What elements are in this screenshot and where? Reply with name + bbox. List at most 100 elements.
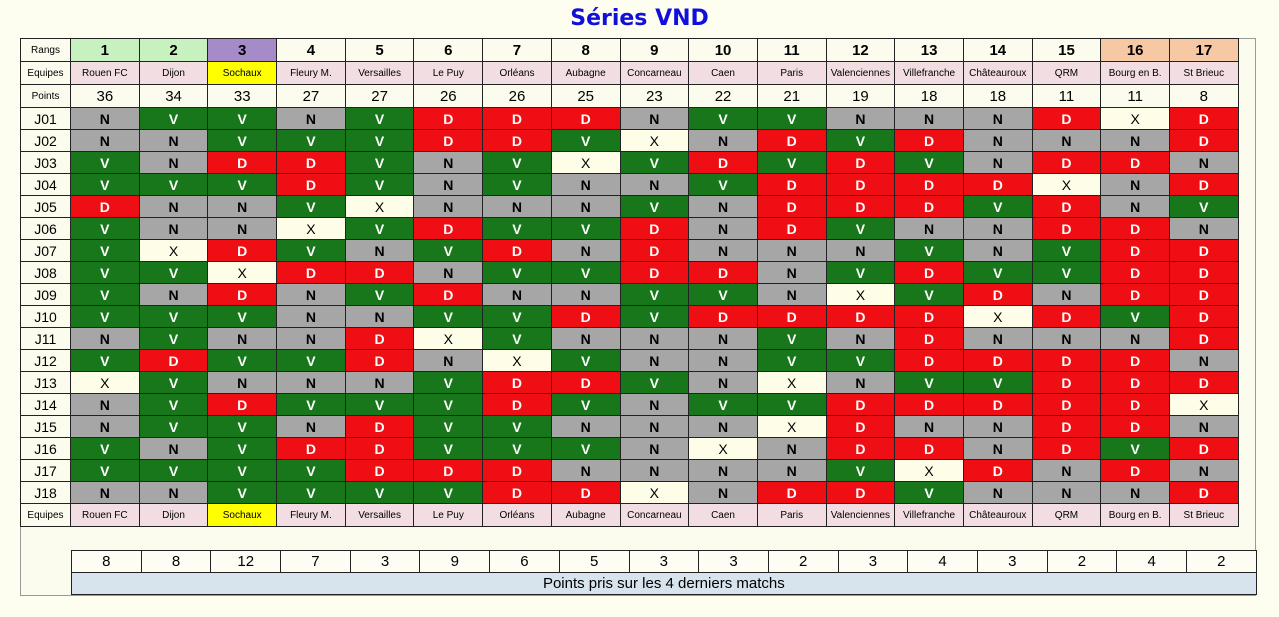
recent-points-cell: 3	[837, 550, 909, 573]
matchday-row: J04 V V V D V N V N N V D D D D X N D	[20, 173, 1239, 196]
team-name-cell: Caen	[688, 61, 758, 85]
result-cell: D	[825, 173, 896, 196]
result-cell: N	[482, 283, 552, 306]
result-cell: V	[482, 305, 552, 328]
result-cell: D	[482, 459, 552, 482]
result-cell: X	[482, 349, 552, 372]
matchday-row: J12 V D V V D N X V N N V V D D D D N	[20, 349, 1239, 372]
result-cell: V	[344, 217, 415, 240]
result-cell: D	[138, 349, 209, 372]
result-cell: V	[138, 415, 209, 438]
result-cell: D	[825, 437, 896, 460]
rank-cell: 3	[207, 38, 278, 62]
recent-points-row: 8 8 12 7 3 9 6 5 3 3 2 3 4 3 2 4 2	[71, 550, 1257, 573]
teams-label: Equipes	[20, 503, 71, 527]
result-cell: N	[619, 437, 690, 460]
result-cell: N	[756, 459, 827, 482]
result-cell: N	[1031, 327, 1102, 350]
result-cell: V	[482, 151, 552, 174]
result-cell: N	[688, 481, 758, 504]
result-cell: D	[482, 393, 552, 416]
result-cell: D	[1031, 393, 1102, 416]
result-cell: N	[756, 239, 827, 262]
result-cell: N	[70, 415, 140, 438]
matchday-row: J03 V N D D V N V X V D V D V N D D N	[20, 151, 1239, 174]
result-cell: N	[276, 327, 346, 350]
recent-points-cell: 2	[1186, 550, 1257, 573]
result-cell: N	[619, 327, 690, 350]
team-name-cell: Orléans	[482, 61, 552, 85]
recent-points-cell: 2	[1046, 550, 1118, 573]
matchday-row: J15 N V V N D V V N N N X D N N D D N	[20, 415, 1239, 438]
result-cell: D	[688, 305, 758, 328]
result-cell: V	[138, 327, 209, 350]
result-cell: D	[482, 481, 552, 504]
result-cell: N	[413, 261, 484, 284]
matchday-label: J17	[20, 459, 71, 482]
points-cell: 21	[756, 84, 827, 108]
result-cell: D	[550, 371, 621, 394]
result-cell: V	[550, 437, 621, 460]
result-cell: D	[894, 305, 964, 328]
points-cell: 11	[1100, 84, 1170, 108]
rank-cell: 7	[482, 38, 552, 62]
result-cell: V	[138, 173, 209, 196]
result-cell: V	[344, 283, 415, 306]
result-cell: D	[894, 393, 964, 416]
result-cell: D	[1031, 217, 1102, 240]
result-cell: V	[894, 283, 964, 306]
result-cell: N	[1031, 481, 1102, 504]
result-cell: V	[138, 107, 209, 130]
result-cell: D	[1169, 305, 1239, 328]
result-cell: V	[276, 195, 346, 218]
result-cell: D	[344, 349, 415, 372]
result-cell: V	[70, 151, 140, 174]
result-cell: D	[482, 239, 552, 262]
result-cell: D	[344, 261, 415, 284]
matchday-row: J05 D N N V X N N N V N D D D V D N V	[20, 195, 1239, 218]
team-name-cell: Dijon	[138, 503, 209, 527]
points-cell: 36	[70, 84, 140, 108]
teams-row-bottom: Equipes Rouen FC Dijon Sochaux Fleury M. Vers…	[20, 503, 1239, 527]
result-cell: N	[344, 239, 415, 262]
result-cell: V	[70, 305, 140, 328]
points-cell: 22	[688, 84, 758, 108]
recent-points-cell: 8	[71, 550, 142, 573]
result-cell: N	[1031, 129, 1102, 152]
result-cell: N	[550, 459, 621, 482]
result-cell: V	[207, 459, 278, 482]
rank-cell: 13	[894, 38, 964, 62]
team-name-cell: Bourg en B.	[1100, 61, 1170, 85]
team-name-cell: Rouen FC	[70, 61, 140, 85]
result-cell: N	[756, 437, 827, 460]
recent-points-cell: 3	[976, 550, 1048, 573]
result-cell: D	[825, 305, 896, 328]
result-cell: D	[894, 195, 964, 218]
result-cell: D	[413, 459, 484, 482]
result-cell: V	[550, 349, 621, 372]
team-name-cell: Bourg en B.	[1100, 503, 1170, 527]
result-cell: X	[1100, 107, 1170, 130]
team-name-cell: QRM	[1031, 61, 1102, 85]
result-cell: N	[1031, 283, 1102, 306]
result-cell: D	[1169, 327, 1239, 350]
result-cell: D	[1169, 437, 1239, 460]
result-cell: V	[756, 107, 827, 130]
matchday-row: J07 V X D V N V D N D N N N V N V D D	[20, 239, 1239, 262]
result-cell: V	[276, 459, 346, 482]
result-cell: D	[756, 217, 827, 240]
result-cell: N	[688, 371, 758, 394]
result-cell: D	[276, 437, 346, 460]
team-name-cell: Aubagne	[550, 503, 621, 527]
result-cell: V	[413, 305, 484, 328]
result-cell: V	[344, 107, 415, 130]
result-cell: N	[344, 305, 415, 328]
result-cell: D	[688, 151, 758, 174]
result-cell: D	[207, 283, 278, 306]
result-cell: N	[619, 349, 690, 372]
result-cell: N	[962, 481, 1033, 504]
teams-label: Equipes	[20, 61, 71, 85]
result-cell: D	[1100, 415, 1170, 438]
result-cell: V	[962, 195, 1033, 218]
result-cell: N	[688, 459, 758, 482]
